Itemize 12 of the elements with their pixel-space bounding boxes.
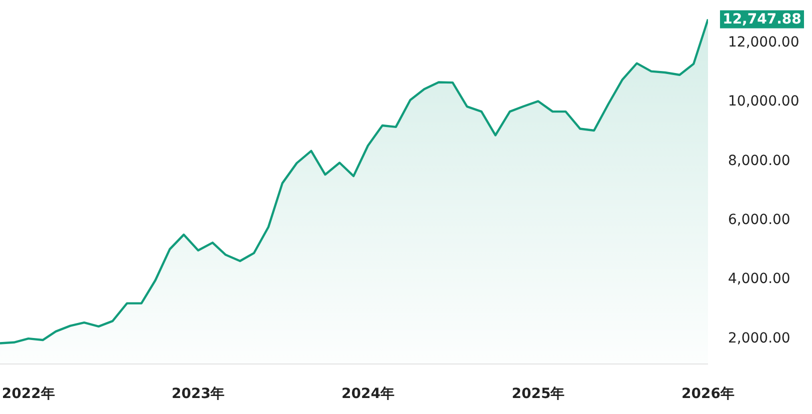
x-tick-label: 2026年 (682, 386, 734, 402)
x-tick-label: 2024年 (341, 386, 394, 402)
x-tick-label: 2023年 (172, 386, 225, 402)
x-tick-label: 2025年 (512, 386, 565, 402)
y-tick-label: 2,000.00 (728, 330, 790, 346)
y-tick-label: 12,000.00 (728, 34, 800, 50)
x-tick-label: 2022年 (2, 386, 55, 402)
y-tick-label: 6,000.00 (728, 212, 790, 228)
y-tick-label: 10,000.00 (728, 94, 800, 110)
y-tick-label: 8,000.00 (728, 152, 790, 169)
data-label: 12,747.88 (722, 11, 802, 28)
y-tick-label: 4,000.00 (728, 271, 790, 288)
